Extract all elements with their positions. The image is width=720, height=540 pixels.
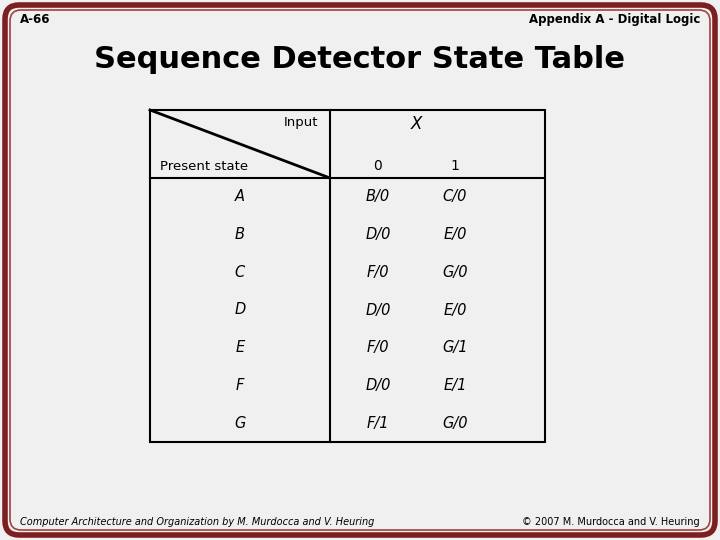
Text: Present state: Present state xyxy=(160,160,248,173)
Text: F/0: F/0 xyxy=(366,265,390,280)
Text: F/0: F/0 xyxy=(366,340,390,355)
Text: A-66: A-66 xyxy=(20,13,50,26)
Text: D/0: D/0 xyxy=(365,227,391,242)
Text: © 2007 M. Murdocca and V. Heuring: © 2007 M. Murdocca and V. Heuring xyxy=(523,517,700,527)
Text: C/0: C/0 xyxy=(443,190,467,204)
Text: G/0: G/0 xyxy=(442,265,468,280)
Text: E/0: E/0 xyxy=(444,227,467,242)
Text: Computer Architecture and Organization by M. Murdocca and V. Heuring: Computer Architecture and Organization b… xyxy=(20,517,374,527)
FancyBboxPatch shape xyxy=(5,5,715,535)
Text: Appendix A - Digital Logic: Appendix A - Digital Logic xyxy=(528,13,700,26)
Text: Input: Input xyxy=(284,116,318,129)
Text: B: B xyxy=(235,227,245,242)
Text: 1: 1 xyxy=(451,159,459,173)
Text: Sequence Detector State Table: Sequence Detector State Table xyxy=(94,45,626,74)
Text: E: E xyxy=(235,340,245,355)
Text: A: A xyxy=(235,190,245,204)
Text: 0: 0 xyxy=(374,159,382,173)
Text: X: X xyxy=(411,115,422,133)
Text: G/1: G/1 xyxy=(442,340,468,355)
Text: C: C xyxy=(235,265,245,280)
Text: F: F xyxy=(236,378,244,393)
Text: E/0: E/0 xyxy=(444,302,467,318)
Text: B/0: B/0 xyxy=(366,190,390,204)
Text: G/0: G/0 xyxy=(442,416,468,430)
Text: E/1: E/1 xyxy=(444,378,467,393)
Text: D/0: D/0 xyxy=(365,378,391,393)
Text: D: D xyxy=(235,302,246,318)
Text: F/1: F/1 xyxy=(366,416,390,430)
Text: D/0: D/0 xyxy=(365,302,391,318)
Text: G: G xyxy=(234,416,246,430)
